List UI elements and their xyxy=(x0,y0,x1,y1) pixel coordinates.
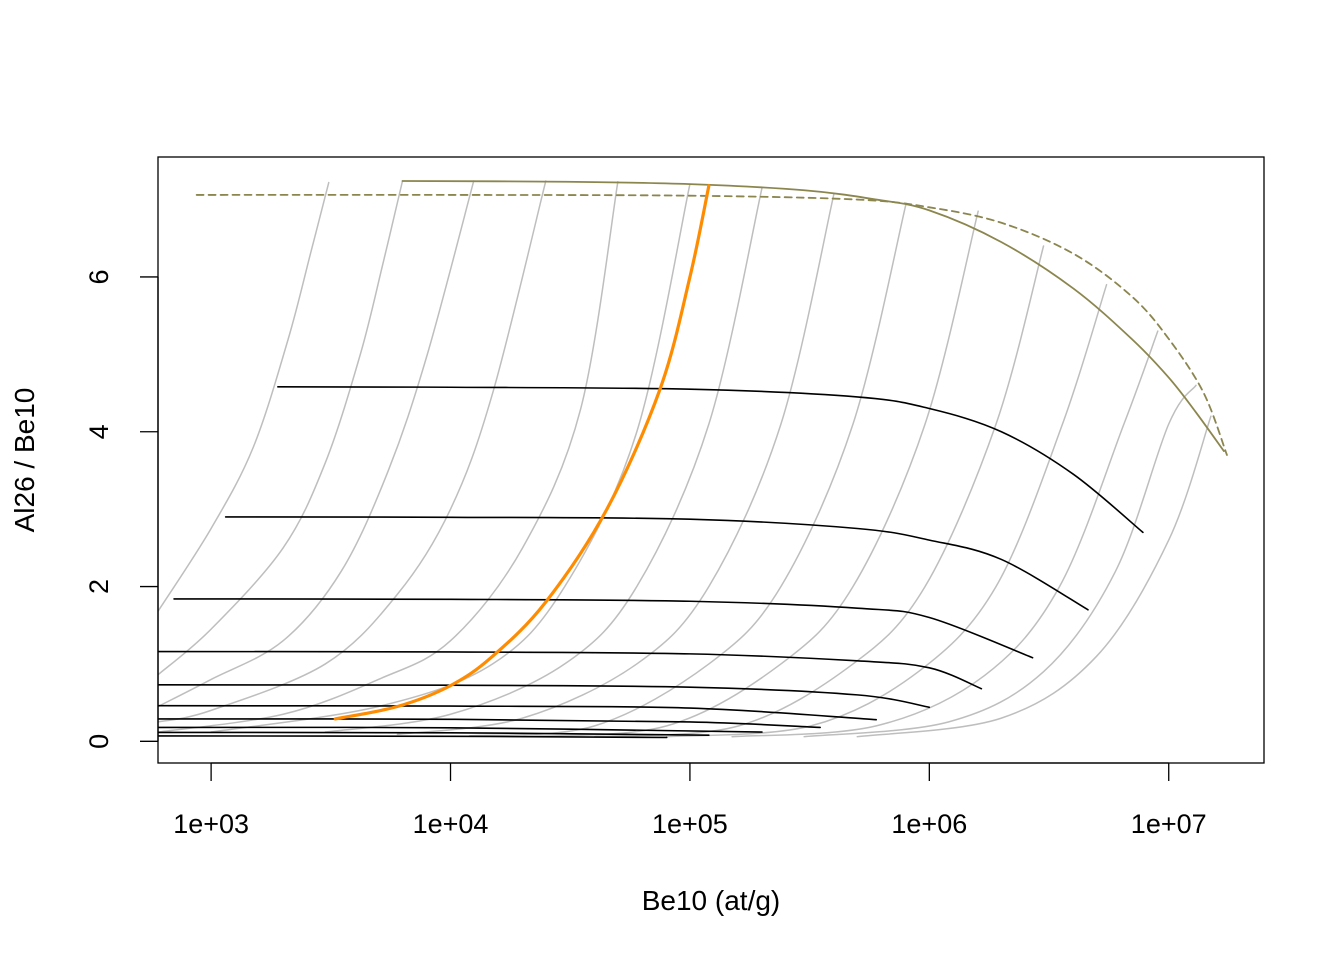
series-line-burial-9 xyxy=(158,726,763,733)
plot-frame xyxy=(157,156,1265,764)
y-tick-label: 6 xyxy=(84,269,114,284)
series-line-burial-3 xyxy=(224,516,1089,611)
series-line-isochron-12 xyxy=(158,181,330,613)
series-line-isochron-25 xyxy=(803,384,1197,738)
x-axis: 1e+03 1e+04 1e+05 1e+06 1e+07 xyxy=(173,762,1207,839)
series-line-isochron-18 xyxy=(324,187,763,733)
series-line-burial-4 xyxy=(173,598,1034,659)
x-tick-label: 1e+07 xyxy=(1131,809,1207,839)
x-tick-label: 1e+06 xyxy=(891,809,967,839)
series-line-burial-5 xyxy=(158,650,983,690)
y-axis-label: Al26 / Be10 xyxy=(9,388,40,533)
series-line-isochron-24 xyxy=(731,330,1159,738)
series-line-isochron-23 xyxy=(665,283,1108,738)
series-line-burial-7 xyxy=(158,704,878,721)
y-axis: 0 2 4 6 xyxy=(84,269,159,749)
x-tick-label: 1e+05 xyxy=(652,809,728,839)
series-line-burial-8 xyxy=(158,718,821,729)
series-line-burial-2 xyxy=(277,386,1144,534)
series-layer xyxy=(158,180,1228,739)
series-line-isochron-22 xyxy=(593,245,1045,738)
x-tick-label: 1e+03 xyxy=(173,809,249,839)
x-axis-label: Be10 (at/g) xyxy=(642,885,781,916)
series-line-envelope-dashed-1 xyxy=(195,193,1228,456)
series-line-envelope-solid-0 xyxy=(401,180,1225,452)
y-tick-label: 4 xyxy=(84,424,114,439)
series-line-burial-6 xyxy=(158,684,931,709)
series-line-isochron-21 xyxy=(521,210,979,738)
series-line-burial-10 xyxy=(158,731,710,736)
x-tick-label: 1e+04 xyxy=(413,809,489,839)
series-line-isochron-13 xyxy=(158,180,404,676)
series-line-isochron-16 xyxy=(158,181,619,733)
series-line-isochron-20 xyxy=(468,202,907,737)
series-line-isochron-14 xyxy=(158,180,475,708)
y-tick-label: 0 xyxy=(84,734,114,749)
series-line-isochron-15 xyxy=(158,180,547,723)
series-line-burial-11 xyxy=(158,735,668,739)
series-line-highlight-27 xyxy=(333,184,711,721)
y-tick-label: 2 xyxy=(84,579,114,594)
series-line-isochron-26 xyxy=(856,415,1212,738)
series-line-isochron-17 xyxy=(210,183,691,733)
